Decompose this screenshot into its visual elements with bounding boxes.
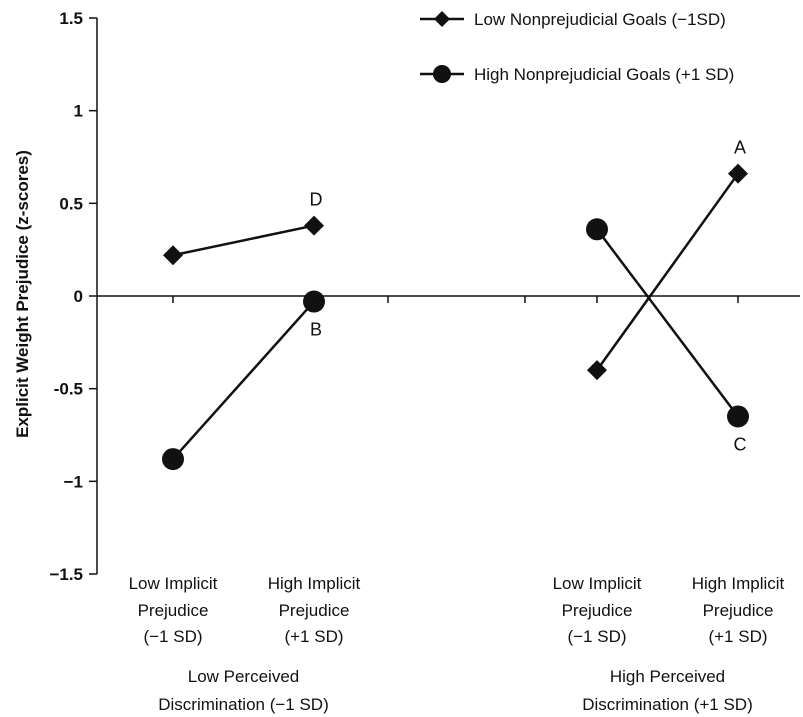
series-line (172, 300, 315, 460)
group-label: Discrimination (−1 SD) (158, 695, 329, 714)
diamond-marker (304, 215, 324, 236)
group-label: High Perceived (610, 667, 725, 686)
point-annotation: B (310, 320, 322, 340)
point-annotation: D (310, 190, 323, 210)
y-tick-label: -0.5 (54, 380, 83, 399)
y-tick-label: 1 (74, 102, 83, 121)
y-axis-title: Explicit Weight Prejudice (z-scores) (13, 150, 32, 438)
category-label: (+1 SD) (284, 627, 343, 646)
diamond-marker (163, 245, 183, 266)
group-label: Discrimination (+1 SD) (582, 695, 753, 714)
point-annotation: A (734, 138, 746, 158)
series-line (595, 172, 740, 371)
diamond-marker (434, 11, 450, 27)
legend-entry: High Nonprejudicial Goals (+1 SD) (474, 65, 734, 84)
labels: 1.5 1 0.5 0 -0.5 −1 −1.5 Explicit Weight Prejud… (13, 9, 785, 714)
category-label: (+1 SD) (708, 627, 767, 646)
category-label: (−1 SD) (567, 627, 626, 646)
circle-marker (727, 405, 749, 428)
circle-marker (433, 65, 451, 83)
category-label: High Implicit (692, 574, 785, 593)
circle-marker (303, 290, 325, 313)
axes (89, 17, 800, 575)
series-line (172, 224, 315, 257)
y-tick-label: 0.5 (59, 194, 83, 213)
y-tick-label: −1.5 (49, 565, 83, 584)
category-label: Prejudice (138, 601, 209, 620)
group-label: Low Perceived (188, 667, 300, 686)
series-line (596, 228, 739, 418)
legend-entry: Low Nonprejudicial Goals (−1SD) (474, 10, 726, 29)
y-tick-label: 1.5 (59, 9, 83, 28)
category-label: High Implicit (268, 574, 361, 593)
y-tick-label: 0 (74, 287, 83, 306)
diamond-marker (587, 360, 607, 381)
category-label: Low Implicit (129, 574, 218, 593)
category-label: Low Implicit (553, 574, 642, 593)
circle-marker (586, 218, 608, 241)
series-marks (162, 163, 749, 471)
category-label: (−1 SD) (143, 627, 202, 646)
category-label: Prejudice (279, 601, 350, 620)
legend: Low Nonprejudicial Goals (−1SD) High Nonp… (420, 10, 734, 84)
y-tick-label: −1 (64, 472, 83, 491)
circle-marker (162, 448, 184, 471)
category-label: Prejudice (562, 601, 633, 620)
category-label: Prejudice (703, 601, 774, 620)
point-annotation: C (734, 434, 747, 454)
diamond-marker (728, 163, 748, 184)
